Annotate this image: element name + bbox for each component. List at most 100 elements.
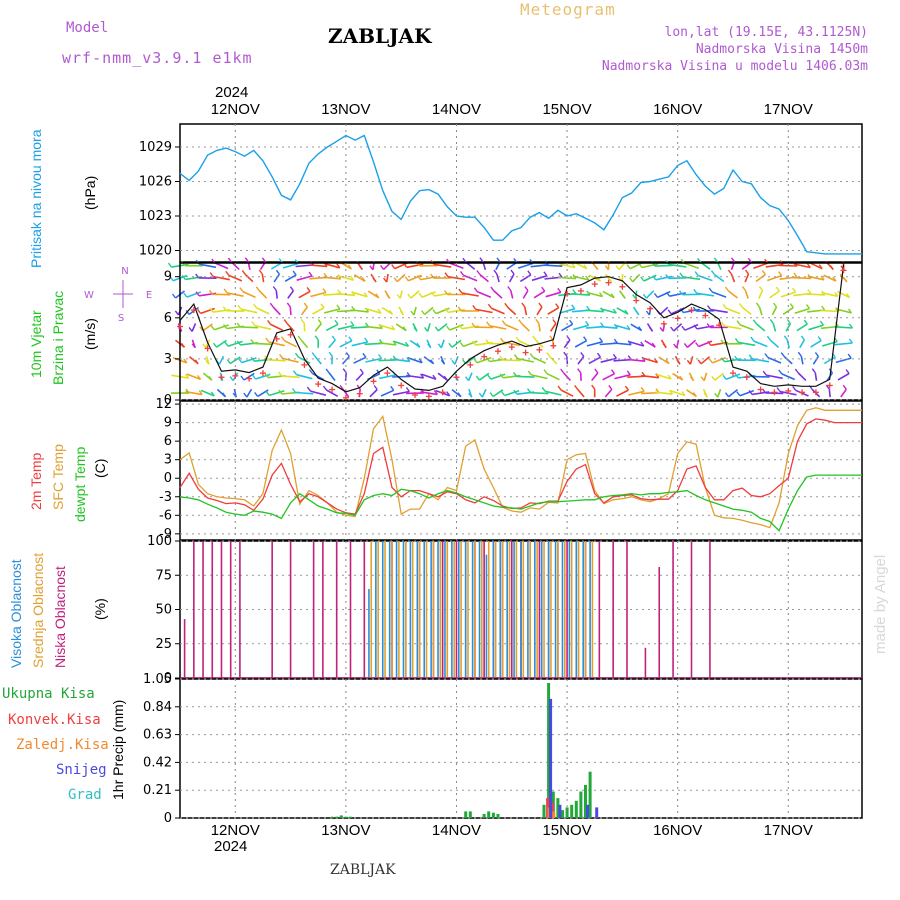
wind-barb-flag xyxy=(229,376,234,382)
wind-barb xyxy=(325,323,339,332)
wind-barb-flag xyxy=(253,303,258,309)
wind-barb xyxy=(476,357,492,364)
wind-barb-flag xyxy=(317,319,322,325)
compass-s-label: S xyxy=(118,313,124,324)
wind-barb-flag xyxy=(821,305,826,311)
wind-barb xyxy=(284,340,297,348)
wind-barb-flag xyxy=(183,358,188,364)
total-precip-bar xyxy=(542,804,546,818)
wind-barb-flag xyxy=(269,302,274,308)
wind-barb-flag xyxy=(761,270,766,276)
wind-barb-flag xyxy=(612,353,617,359)
wind-barb-flag xyxy=(722,303,727,309)
precip-tick-label: 1.05 xyxy=(143,672,172,687)
wind-barb xyxy=(524,306,528,316)
snow-bar xyxy=(586,804,589,818)
wind-barb-flag xyxy=(848,323,854,329)
wind-barb-flag xyxy=(515,336,520,342)
wind-barb-flag xyxy=(778,369,783,375)
wind-barb xyxy=(753,262,768,269)
wind-barb-flag xyxy=(720,321,726,327)
wind-barb-flag xyxy=(598,292,604,297)
total-precip-bar xyxy=(330,816,334,818)
wind-barb xyxy=(697,274,713,282)
wind-barb-flag xyxy=(432,309,437,315)
wind-barb-flag xyxy=(236,322,241,328)
wind-barb-flag xyxy=(734,337,739,343)
wind-barb-flag xyxy=(500,337,505,343)
wind-barb-flag xyxy=(240,375,245,381)
wind-barb xyxy=(724,325,742,330)
wind-barb-flag xyxy=(607,277,613,283)
wind-barb-flag xyxy=(184,373,190,379)
precip-frame xyxy=(179,678,863,819)
wind-barb-flag xyxy=(792,385,797,391)
wind-barb xyxy=(561,323,573,332)
wind-barb-flag xyxy=(383,277,388,283)
wind-barb xyxy=(632,273,641,283)
wind-barb-flag xyxy=(210,391,215,397)
total-precip-bar xyxy=(464,811,468,818)
wind-barb xyxy=(725,307,741,315)
wind-barb xyxy=(493,290,503,299)
wind-barb xyxy=(655,275,673,281)
wind-barb xyxy=(350,309,369,313)
wind-barb xyxy=(410,290,420,299)
wind-barb-flag xyxy=(738,302,743,308)
wind-barb-flag xyxy=(624,309,629,315)
wind-barb-flag xyxy=(794,368,799,374)
wind-barb xyxy=(614,374,631,380)
wind-barb-flag xyxy=(345,352,350,357)
wind-barb xyxy=(440,339,445,349)
total-precip-bar xyxy=(349,816,352,818)
wind-barb xyxy=(655,391,673,395)
total-precip-bar xyxy=(487,811,491,818)
wind-barb-flag xyxy=(591,384,596,390)
wind-barb xyxy=(545,390,562,396)
day-label-top: 13NOV xyxy=(321,101,371,118)
wind-barb-flag xyxy=(486,321,491,327)
wind-barb xyxy=(481,388,487,398)
precip-tick-label: 0.42 xyxy=(143,755,172,770)
wind-barb-flag xyxy=(806,263,811,268)
wind-barb-flag xyxy=(538,302,543,308)
wind-barb-flag xyxy=(243,392,248,398)
wind-barb-flag xyxy=(459,270,465,276)
wind-barb xyxy=(546,372,560,381)
wind-barb-flag xyxy=(496,257,501,263)
wind-barb-flag xyxy=(421,310,426,315)
wind-barb-flag xyxy=(662,343,667,349)
wind-barb-flag xyxy=(364,337,369,343)
wind-barb xyxy=(771,306,778,316)
wind-barb xyxy=(191,323,197,332)
wind-barb-flag xyxy=(210,325,215,331)
elevation-label: Nadmorska Visina 1450m xyxy=(695,42,868,57)
wind-barb-flag xyxy=(583,264,588,270)
wind-barb xyxy=(392,358,410,363)
wind-barb-flag xyxy=(543,271,548,277)
wind-barb-flag xyxy=(404,276,409,282)
wind-barb-flag xyxy=(325,368,330,374)
wind-barb-flag xyxy=(571,304,576,310)
wind-barb-flag xyxy=(393,277,398,283)
wind-barb-flag xyxy=(720,357,726,363)
wind-barb-flag xyxy=(283,319,288,325)
wind-barb-flag xyxy=(489,392,494,397)
wind-barb xyxy=(478,372,490,381)
wind-barb-flag xyxy=(185,309,190,315)
wind-barb xyxy=(531,374,548,380)
wind-barb-flag xyxy=(391,264,396,270)
total-precip-bar xyxy=(579,791,583,818)
wind-barb-flag xyxy=(604,265,609,271)
precip-tick-label: 0 xyxy=(164,811,172,826)
wind-barb xyxy=(242,290,256,299)
wind-barb-flag xyxy=(169,276,174,282)
wind-barb-flag xyxy=(223,324,228,329)
wind-barb-flag xyxy=(700,376,705,382)
wind-barb xyxy=(563,372,572,382)
wind-barb-flag xyxy=(747,257,752,263)
wind-barb-flag xyxy=(195,291,200,297)
wind-barb xyxy=(451,339,462,348)
wind-barb xyxy=(628,390,645,396)
wind-barb xyxy=(766,374,783,380)
